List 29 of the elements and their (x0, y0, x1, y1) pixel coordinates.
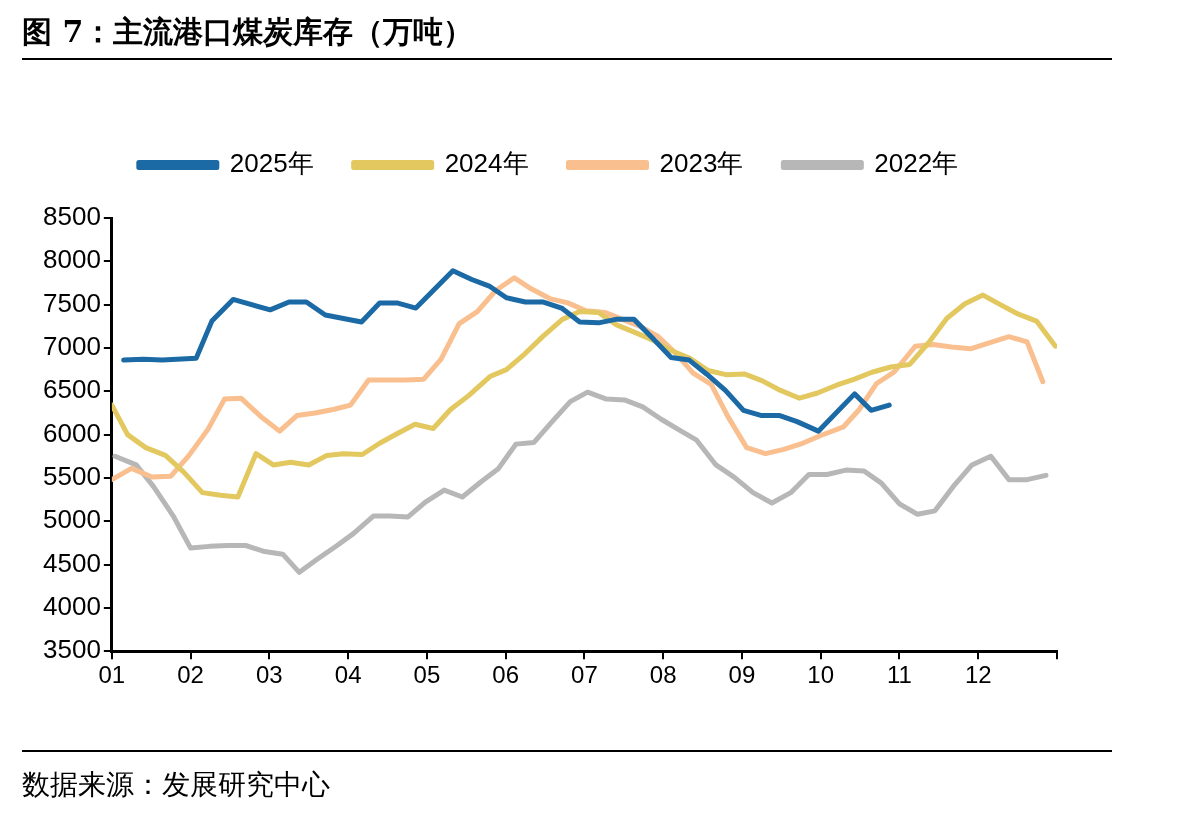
x-tick-label: 08 (649, 661, 677, 689)
source-note: 数据来源：发展研究中心 (22, 750, 1112, 804)
x-tick-label: 01 (98, 661, 126, 689)
x-tick-label: 05 (413, 661, 441, 689)
x-tick-label: 06 (492, 661, 520, 689)
x-tick-label: 11 (887, 661, 912, 689)
y-tick-label: 6500 (43, 374, 101, 405)
y-tick-label: 7500 (43, 287, 101, 318)
y-tick-label: 4500 (43, 547, 101, 578)
y-tick-label: 3500 (43, 634, 101, 665)
x-tick-label: 07 (571, 661, 598, 689)
x-tick-label: 09 (728, 661, 756, 689)
legend-label: 2024年 (444, 148, 529, 179)
legend-label: 2022年 (874, 148, 959, 179)
x-tick-label: 10 (807, 661, 835, 689)
y-tick-label: 5000 (43, 504, 101, 535)
y-tick-label: 5500 (43, 461, 101, 492)
y-tick-label: 4000 (43, 591, 101, 622)
x-tick-label: 12 (964, 661, 992, 689)
legend-label: 2025年 (229, 148, 314, 179)
x-tick-label: 03 (256, 661, 283, 689)
y-tick-label: 8500 (43, 201, 101, 232)
legend-label: 2023年 (659, 148, 744, 179)
y-tick-label: 7000 (43, 331, 101, 362)
y-tick-label: 8000 (43, 244, 101, 275)
y-tick-label: 6000 (43, 417, 101, 448)
x-tick-label: 04 (334, 661, 362, 689)
x-tick-label: 02 (177, 661, 204, 689)
chart-title: 图 7：主流港口煤炭库存（万吨） (22, 8, 1112, 60)
